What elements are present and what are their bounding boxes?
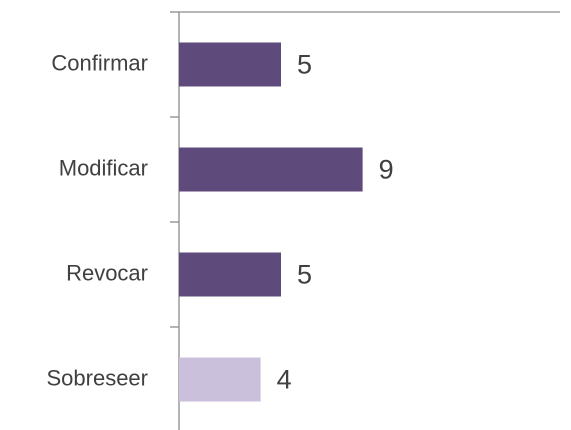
y-tick-label: Revocar [66, 260, 148, 285]
y-tick-label: Modificar [59, 155, 148, 180]
y-tick-label: Confirmar [51, 50, 148, 75]
data-label: 5 [297, 260, 312, 290]
data-label: 9 [379, 155, 394, 185]
data-label: 5 [297, 50, 312, 80]
bar [179, 147, 363, 192]
bar [179, 252, 281, 297]
y-tick-label: Sobreseer [46, 365, 148, 390]
bar [179, 42, 281, 87]
bar [179, 357, 261, 402]
data-label: 4 [277, 365, 292, 395]
